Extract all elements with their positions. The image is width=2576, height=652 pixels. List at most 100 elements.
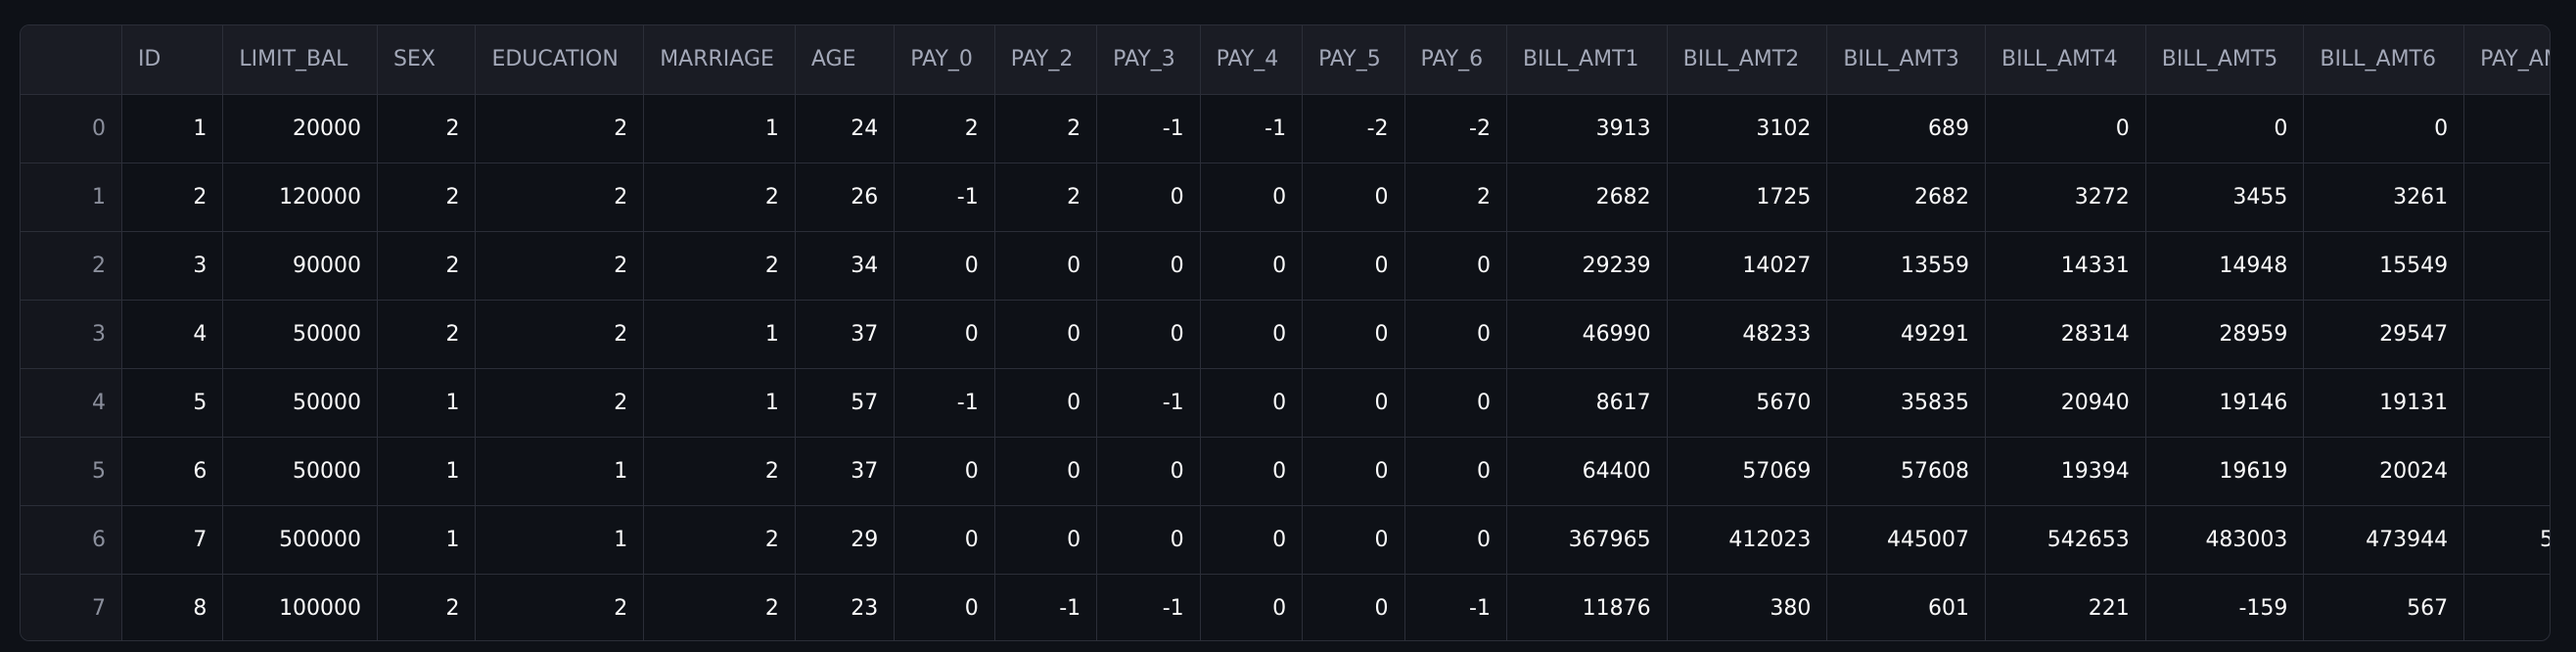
cell: 6 bbox=[121, 437, 224, 506]
cell: 689 bbox=[1826, 94, 1987, 163]
cell: 0 bbox=[1404, 368, 1507, 438]
cell: 1 bbox=[121, 94, 224, 163]
cell: 0 bbox=[1200, 368, 1304, 438]
cell: 5 bbox=[121, 368, 224, 438]
dataframe: ID LIMIT_BAL SEX EDUCATION MARRIAGE AGE PAY_0 P… bbox=[20, 24, 2551, 641]
cell: 13559 bbox=[1826, 231, 1987, 301]
cell: 2 bbox=[377, 163, 477, 232]
row-index: 2 bbox=[21, 231, 122, 301]
cell: 2 bbox=[894, 94, 995, 163]
column-header: BILL_AMT1 bbox=[1506, 25, 1668, 95]
cell: 1 bbox=[377, 505, 477, 575]
cell: -1 bbox=[1404, 574, 1507, 640]
cell: 2 bbox=[643, 231, 796, 301]
cell: 37 bbox=[795, 437, 896, 506]
cell: -1 bbox=[1096, 94, 1201, 163]
cell: 1725 bbox=[1667, 163, 1828, 232]
cell: 2 bbox=[643, 574, 796, 640]
column-header: PAY_6 bbox=[1404, 25, 1507, 95]
cell: 8617 bbox=[1506, 368, 1668, 438]
row-index: 4 bbox=[21, 368, 122, 438]
column-header: PAY_4 bbox=[1200, 25, 1304, 95]
cell: 0 bbox=[1200, 574, 1304, 640]
cell: 0 bbox=[1985, 94, 2146, 163]
cell: 14331 bbox=[1985, 231, 2146, 301]
column-header: BILL_AMT6 bbox=[2303, 25, 2465, 95]
cell: 0 bbox=[994, 505, 1098, 575]
cell: 29239 bbox=[1506, 231, 1668, 301]
column-header: EDUCATION bbox=[475, 25, 645, 95]
cell: 2682 bbox=[1826, 163, 1987, 232]
cell: 2 bbox=[994, 94, 1098, 163]
cell: 2 bbox=[643, 505, 796, 575]
column-header: SEX bbox=[377, 25, 477, 95]
cell: 0 bbox=[1200, 231, 1304, 301]
row-index: 1 bbox=[21, 163, 122, 232]
cell: 0 bbox=[1404, 300, 1507, 369]
cell: 50000 bbox=[222, 300, 379, 369]
cell: 2 bbox=[377, 574, 477, 640]
cell: 0 bbox=[2463, 163, 2550, 232]
cell: 1 bbox=[377, 437, 477, 506]
cell: 26 bbox=[795, 163, 896, 232]
column-header: BILL_AMT2 bbox=[1667, 25, 1828, 95]
cell: 2 bbox=[475, 231, 645, 301]
table-row: 6 7 500000 1 1 2 29 0 0 0 0 0 0 367965 412023 445007 542… bbox=[21, 505, 2550, 575]
column-header: AGE bbox=[795, 25, 896, 95]
cell: 19131 bbox=[2303, 368, 2465, 438]
column-header: PAY_AMT1 bbox=[2463, 25, 2550, 95]
cell: 2500 bbox=[2463, 437, 2550, 506]
cell: 0 bbox=[1404, 505, 1507, 575]
cell: 11876 bbox=[1506, 574, 1668, 640]
cell: 34 bbox=[795, 231, 896, 301]
table-row: 7 8 100000 2 2 2 23 0 -1 -1 0 0 -1 11876 380 601 221 -159… bbox=[21, 574, 2550, 640]
cell: 3 bbox=[121, 231, 224, 301]
cell: 0 bbox=[894, 437, 995, 506]
cell: 0 bbox=[1302, 574, 1405, 640]
column-header: PAY_3 bbox=[1096, 25, 1201, 95]
cell: 2 bbox=[475, 368, 645, 438]
cell: 1518 bbox=[2463, 231, 2550, 301]
column-header: MARRIAGE bbox=[643, 25, 796, 95]
column-header: BILL_AMT4 bbox=[1985, 25, 2146, 95]
cell: 7 bbox=[121, 505, 224, 575]
cell: 1 bbox=[475, 505, 645, 575]
column-header: PAY_2 bbox=[994, 25, 1098, 95]
table-row: 4 5 50000 1 2 1 57 -1 0 -1 0 0 0 8617 5670 35835 20940 19… bbox=[21, 368, 2550, 438]
cell: 2 bbox=[475, 574, 645, 640]
cell: 473944 bbox=[2303, 505, 2465, 575]
cell: 23 bbox=[795, 574, 896, 640]
table-row: 3 4 50000 2 2 1 37 0 0 0 0 0 0 46990 48233 49291 28314 28… bbox=[21, 300, 2550, 369]
cell: 1 bbox=[377, 368, 477, 438]
cell: 0 bbox=[1404, 437, 1507, 506]
cell: -1 bbox=[1200, 94, 1304, 163]
cell: 57 bbox=[795, 368, 896, 438]
cell: 3913 bbox=[1506, 94, 1668, 163]
cell: 28959 bbox=[2145, 300, 2305, 369]
cell: 0 bbox=[894, 300, 995, 369]
cell: 0 bbox=[1096, 300, 1201, 369]
cell: 1 bbox=[643, 368, 796, 438]
column-header: LIMIT_BAL bbox=[222, 25, 379, 95]
cell: 380 bbox=[1667, 574, 1828, 640]
cell: 5670 bbox=[1667, 368, 1828, 438]
cell: 19146 bbox=[2145, 368, 2305, 438]
cell: 120000 bbox=[222, 163, 379, 232]
cell: 0 bbox=[1096, 437, 1201, 506]
row-index: 7 bbox=[21, 574, 122, 640]
cell: 412023 bbox=[1667, 505, 1828, 575]
cell: 3272 bbox=[1985, 163, 2146, 232]
cell: -1 bbox=[894, 163, 995, 232]
cell: 0 bbox=[2145, 94, 2305, 163]
cell: 0 bbox=[1302, 300, 1405, 369]
table-row: 2 3 90000 2 2 2 34 0 0 0 0 0 0 29239 14027 13559 14331 14… bbox=[21, 231, 2550, 301]
row-index: 5 bbox=[21, 437, 122, 506]
cell: 0 bbox=[2303, 94, 2465, 163]
cell: 2682 bbox=[1506, 163, 1668, 232]
cell: 100000 bbox=[222, 574, 379, 640]
cell: 15549 bbox=[2303, 231, 2465, 301]
cell: 2 bbox=[475, 300, 645, 369]
table-row: 5 6 50000 1 1 2 37 0 0 0 0 0 0 64400 57069 57608 19394 19… bbox=[21, 437, 2550, 506]
cell: 29547 bbox=[2303, 300, 2465, 369]
cell: 0 bbox=[1200, 300, 1304, 369]
